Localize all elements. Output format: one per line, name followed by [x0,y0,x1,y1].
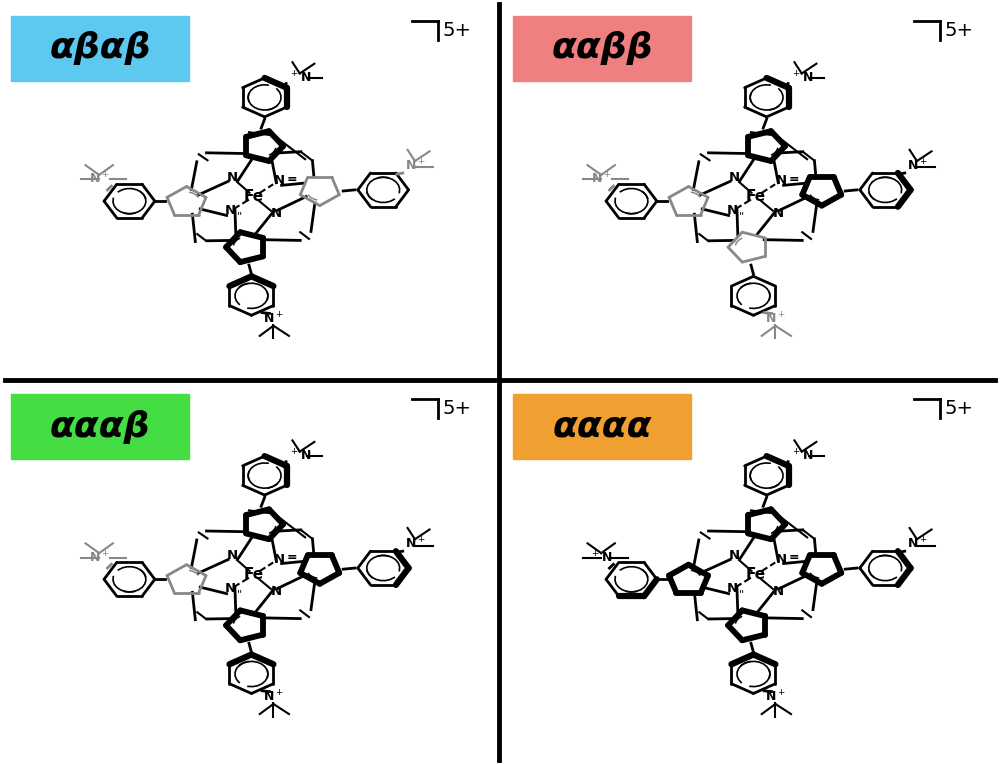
Text: N$^+$: N$^+$ [765,312,786,327]
Text: N$^+$: N$^+$ [907,536,927,552]
Text: ααββ: ααββ [551,31,653,66]
Text: 5+: 5+ [945,21,974,40]
Text: N: N [776,552,787,565]
Text: Fe: Fe [746,189,766,204]
Text: 5+: 5+ [945,399,974,418]
Text: 5+: 5+ [443,21,472,40]
Text: N: N [274,174,285,187]
Text: αβαβ: αβαβ [49,31,151,66]
Text: N$^+$: N$^+$ [907,158,927,173]
Text: N: N [227,171,238,184]
FancyBboxPatch shape [513,394,691,458]
Text: $^+$N: $^+$N [791,448,813,464]
Text: N$^+$: N$^+$ [765,690,786,705]
Text: ": " [739,589,744,600]
Text: N$^+$: N$^+$ [405,158,425,173]
Text: N$^+$: N$^+$ [89,172,110,187]
Text: N$^+$: N$^+$ [591,172,612,187]
Text: Fe: Fe [244,568,264,582]
Text: αααβ: αααβ [50,410,150,444]
Text: 5+: 5+ [443,399,472,418]
Text: αααα: αααα [552,410,652,444]
Text: N$^+$: N$^+$ [263,690,284,705]
Text: N$^+$: N$^+$ [263,312,284,327]
Text: N: N [224,582,236,595]
Text: N: N [726,582,738,595]
Text: N: N [271,585,282,598]
Text: Fe: Fe [244,189,264,204]
Text: Fe: Fe [746,568,766,582]
Text: ": " [237,589,242,600]
Text: $^+$N: $^+$N [289,70,311,86]
Text: N: N [729,171,740,184]
Text: ": " [739,211,744,222]
Text: =: = [789,551,800,564]
Text: N: N [227,549,238,562]
Text: $^+$N: $^+$N [590,550,612,565]
Text: ": " [237,211,242,222]
Text: N: N [271,207,282,220]
Text: N: N [224,204,236,217]
FancyBboxPatch shape [11,394,189,458]
Text: =: = [287,551,298,564]
FancyBboxPatch shape [11,16,189,80]
Text: =: = [789,173,800,186]
Text: N: N [729,549,740,562]
FancyBboxPatch shape [513,16,691,80]
Text: N: N [726,204,738,217]
Text: N: N [773,207,784,220]
Text: N$^+$: N$^+$ [405,536,425,552]
Text: N$^+$: N$^+$ [89,550,110,565]
Text: N: N [776,174,787,187]
Text: =: = [287,173,298,186]
Text: N: N [773,585,784,598]
Text: N: N [274,552,285,565]
Text: $^+$N: $^+$N [289,448,311,464]
Text: $^+$N: $^+$N [791,70,813,86]
